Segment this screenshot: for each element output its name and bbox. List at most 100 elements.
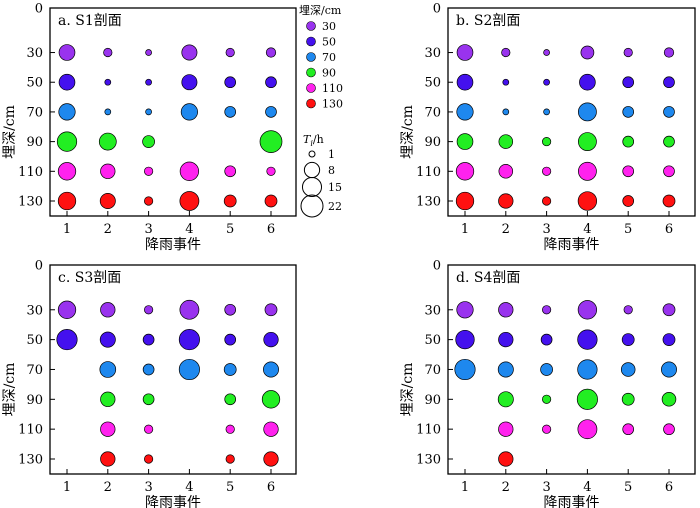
bubble-event3-depth90 bbox=[542, 394, 552, 404]
bubble-event4-depth50 bbox=[579, 73, 596, 91]
plot-frame bbox=[447, 7, 696, 217]
depth-legend-label: 30 bbox=[322, 20, 336, 33]
x-axis-title: 降雨事件 bbox=[145, 237, 201, 253]
bubble-event6-depth130 bbox=[263, 451, 279, 467]
x-tick-label: 6 bbox=[665, 480, 673, 495]
bubble-event3-depth70 bbox=[145, 108, 152, 116]
y-tick-label: 130 bbox=[416, 195, 441, 210]
depth-legend-label: 50 bbox=[322, 36, 336, 49]
bubble-event1-depth90 bbox=[56, 131, 78, 152]
bubble-event6-depth70 bbox=[265, 106, 277, 118]
bubble-event3-depth70 bbox=[142, 363, 155, 376]
bubble-event3-depth30 bbox=[145, 49, 152, 56]
bubble-event3-depth70 bbox=[543, 108, 550, 116]
bubble-event4-depth30 bbox=[577, 300, 598, 320]
bubble-event2-depth70 bbox=[104, 108, 112, 116]
panel-1: 0 30 50 70 90 110 130 1 2 3 4 5 6 降雨事件 埋深/cm a. S1剖面 bbox=[2, 2, 297, 253]
y-tick-label: 110 bbox=[18, 423, 43, 438]
x-tick-label: 5 bbox=[226, 480, 234, 495]
bubble-event1-depth90 bbox=[456, 133, 474, 150]
bubble-event6-depth90 bbox=[663, 135, 675, 148]
bubble-event2-depth50 bbox=[498, 331, 514, 348]
bubble-event3-depth110 bbox=[542, 424, 552, 434]
bubble-event2-depth130 bbox=[498, 451, 514, 467]
bubble-event2-depth90 bbox=[497, 391, 514, 408]
bubble-event5-depth110 bbox=[622, 423, 635, 436]
x-tick-label: 3 bbox=[542, 222, 550, 237]
y-tick-label: 0 bbox=[35, 2, 43, 17]
bubble-event4-depth30 bbox=[181, 44, 198, 61]
bubble-event5-depth30 bbox=[623, 305, 633, 315]
bubble-event4-depth110 bbox=[577, 419, 598, 440]
bubble-event2-depth110 bbox=[498, 164, 514, 179]
bubble-event6-depth30 bbox=[662, 303, 676, 317]
bubble-event4-depth70 bbox=[577, 359, 598, 380]
plot-frame bbox=[49, 264, 297, 475]
plot-frame bbox=[49, 7, 297, 217]
y-tick-label: 0 bbox=[35, 259, 43, 274]
x-tick-label: 2 bbox=[104, 480, 112, 495]
bubble-event5-depth90 bbox=[621, 392, 635, 406]
bubble-event3-depth110 bbox=[144, 166, 154, 176]
bubble-event5-depth130 bbox=[223, 194, 237, 208]
bubble-event2-depth50 bbox=[502, 78, 510, 86]
y-tick-label: 50 bbox=[424, 333, 441, 348]
bubble-event3-depth50 bbox=[543, 78, 550, 86]
bubble-event4-depth110 bbox=[179, 161, 200, 181]
depth-legend: 埋深/cm 30 50 70 90 110 130 bbox=[299, 4, 343, 111]
size-legend-label: 22 bbox=[328, 200, 342, 213]
depth-legend-title: 埋深/cm bbox=[299, 4, 342, 17]
x-tick-label: 5 bbox=[226, 222, 234, 237]
depth-legend-marker bbox=[306, 52, 316, 62]
bubble-event4-depth50 bbox=[181, 74, 198, 91]
size-legend-title-sub: i bbox=[310, 139, 313, 148]
y-tick-label: 70 bbox=[424, 363, 441, 378]
bubble-event1-depth130 bbox=[57, 191, 77, 211]
bubble-event3-depth50 bbox=[145, 78, 152, 86]
y-axis-title: 埋深/cm bbox=[2, 105, 18, 159]
x-tick-label: 2 bbox=[502, 480, 510, 495]
y-axis-title: 埋深/cm bbox=[400, 363, 416, 417]
bubble-event4-depth110 bbox=[578, 161, 597, 181]
bubble-event3-depth30 bbox=[144, 305, 154, 315]
y-tick-label: 110 bbox=[416, 423, 441, 438]
bubble-event3-depth130 bbox=[542, 196, 552, 206]
y-axis-title: 埋深/cm bbox=[2, 363, 18, 417]
x-tick-label: 1 bbox=[461, 222, 469, 237]
bubble-event5-depth30 bbox=[225, 47, 235, 58]
bubble-event6-depth50 bbox=[662, 333, 676, 346]
y-axis-title: 埋深/cm bbox=[400, 105, 416, 159]
bubble-event2-depth70 bbox=[502, 108, 510, 116]
bubble-event3-depth130 bbox=[144, 196, 154, 206]
bubble-event4-depth30 bbox=[179, 299, 200, 320]
bubble-event6-depth110 bbox=[263, 421, 279, 437]
y-tick-label: 70 bbox=[26, 105, 43, 120]
panel-title: d. S4剖面 bbox=[456, 270, 520, 286]
bubble-event6-depth130 bbox=[264, 194, 278, 208]
y-tick-label: 30 bbox=[26, 46, 43, 61]
y-tick-label: 50 bbox=[424, 76, 441, 91]
depth-legend-marker bbox=[306, 67, 316, 78]
bubble-event2-depth30 bbox=[103, 47, 113, 58]
x-tick-label: 4 bbox=[185, 480, 193, 495]
bubble-event4-depth90 bbox=[576, 388, 598, 410]
bubble-event1-depth50 bbox=[455, 329, 475, 350]
bubble-event6-depth110 bbox=[663, 423, 675, 436]
x-tick-label: 3 bbox=[144, 222, 152, 237]
bubble-event6-depth70 bbox=[263, 361, 279, 378]
bubble-event5-depth50 bbox=[224, 76, 237, 89]
bubble-event5-depth30 bbox=[623, 47, 633, 58]
x-tick-label: 1 bbox=[63, 222, 71, 237]
y-tick-label: 70 bbox=[424, 105, 441, 120]
y-tick-label: 90 bbox=[424, 393, 441, 408]
size-legend-title-main: T bbox=[303, 133, 312, 146]
bubble-event6-depth90 bbox=[259, 130, 283, 153]
size-legend: Ti/h 1 8 15 22 bbox=[300, 133, 342, 218]
bubble-event2-depth130 bbox=[99, 193, 116, 209]
bubble-event6-depth50 bbox=[263, 331, 279, 348]
depth-legend-label: 70 bbox=[322, 51, 336, 64]
x-axis-title: 降雨事件 bbox=[544, 237, 600, 253]
bubble-event5-depth110 bbox=[225, 424, 235, 434]
y-tick-label: 50 bbox=[26, 333, 43, 348]
y-tick-label: 90 bbox=[26, 135, 43, 150]
